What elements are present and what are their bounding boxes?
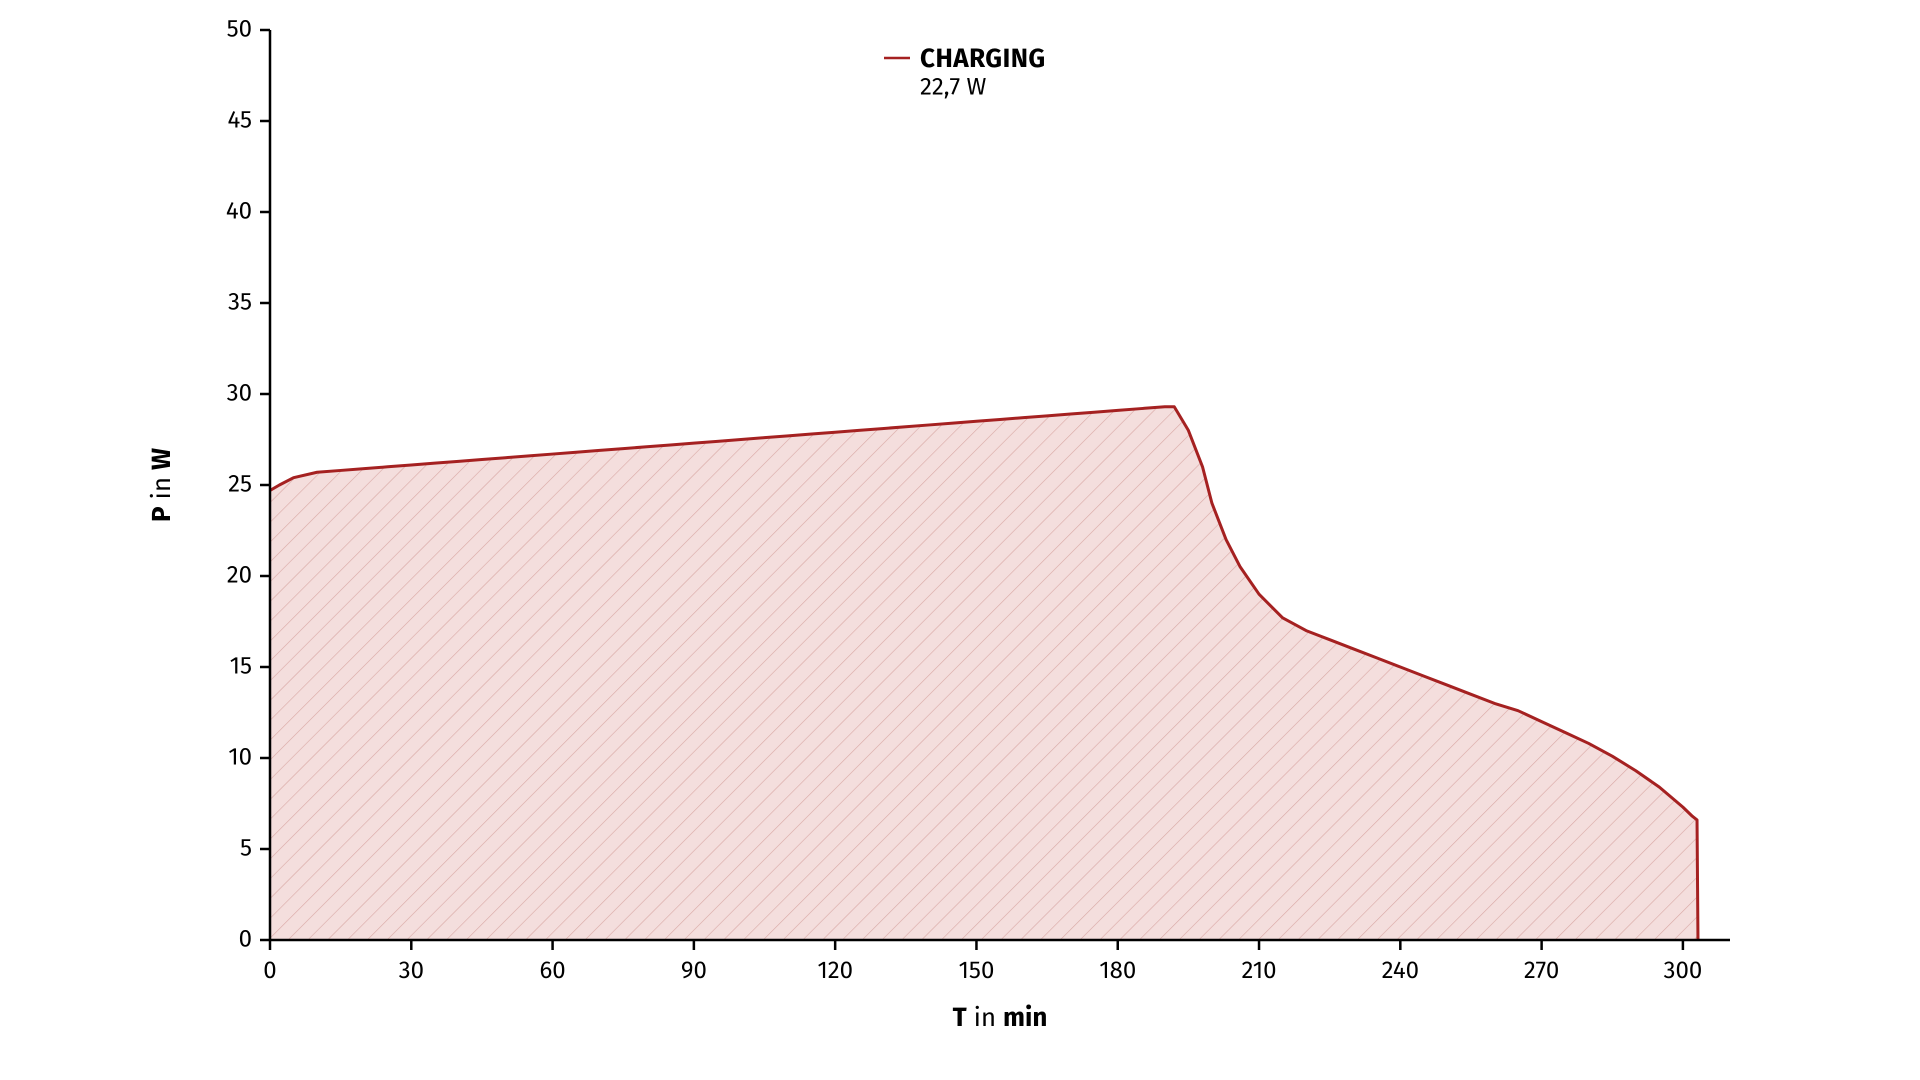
x-tick-label: 300 <box>1664 957 1703 985</box>
y-tick-label: 35 <box>228 288 252 316</box>
x-tick-label: 90 <box>681 957 707 985</box>
y-tick-label: 30 <box>227 379 252 407</box>
y-tick-label: 45 <box>227 106 252 134</box>
x-tick-label: 120 <box>817 957 853 985</box>
x-tick-label: 240 <box>1382 957 1419 985</box>
legend-series-name: CHARGING <box>920 43 1046 74</box>
series-area <box>270 407 1698 940</box>
x-tick-label: 30 <box>399 957 424 985</box>
y-tick-label: 10 <box>228 743 252 771</box>
x-axis-title: T in min <box>953 1002 1048 1033</box>
charging-power-chart: 0 5 10 15 20 25 30 35 40 45 50 0 30 60 90 120 150 180 210 2… <box>0 0 1920 1080</box>
chart-svg: 0 5 10 15 20 25 30 35 40 45 50 0 30 60 90 120 150 180 210 2… <box>0 0 1920 1080</box>
x-tick-label: 150 <box>959 957 995 985</box>
x-tick-label: 60 <box>539 957 565 985</box>
x-tick-label: 210 <box>1241 957 1276 985</box>
y-tick-label: 20 <box>227 561 252 589</box>
legend-series-value: 22,7 W <box>920 73 987 101</box>
y-tick-label: 0 <box>239 925 252 953</box>
y-tick-label: 50 <box>227 15 252 43</box>
x-tick-label: 0 <box>263 957 276 985</box>
y-axis-title: P in W <box>146 448 177 522</box>
x-tick-label: 180 <box>1099 957 1136 985</box>
y-tick-label: 25 <box>228 470 252 498</box>
y-tick-label: 40 <box>226 197 252 225</box>
y-tick-label: 5 <box>240 834 252 862</box>
y-tick-label: 15 <box>230 652 252 680</box>
x-tick-label: 270 <box>1524 957 1559 985</box>
